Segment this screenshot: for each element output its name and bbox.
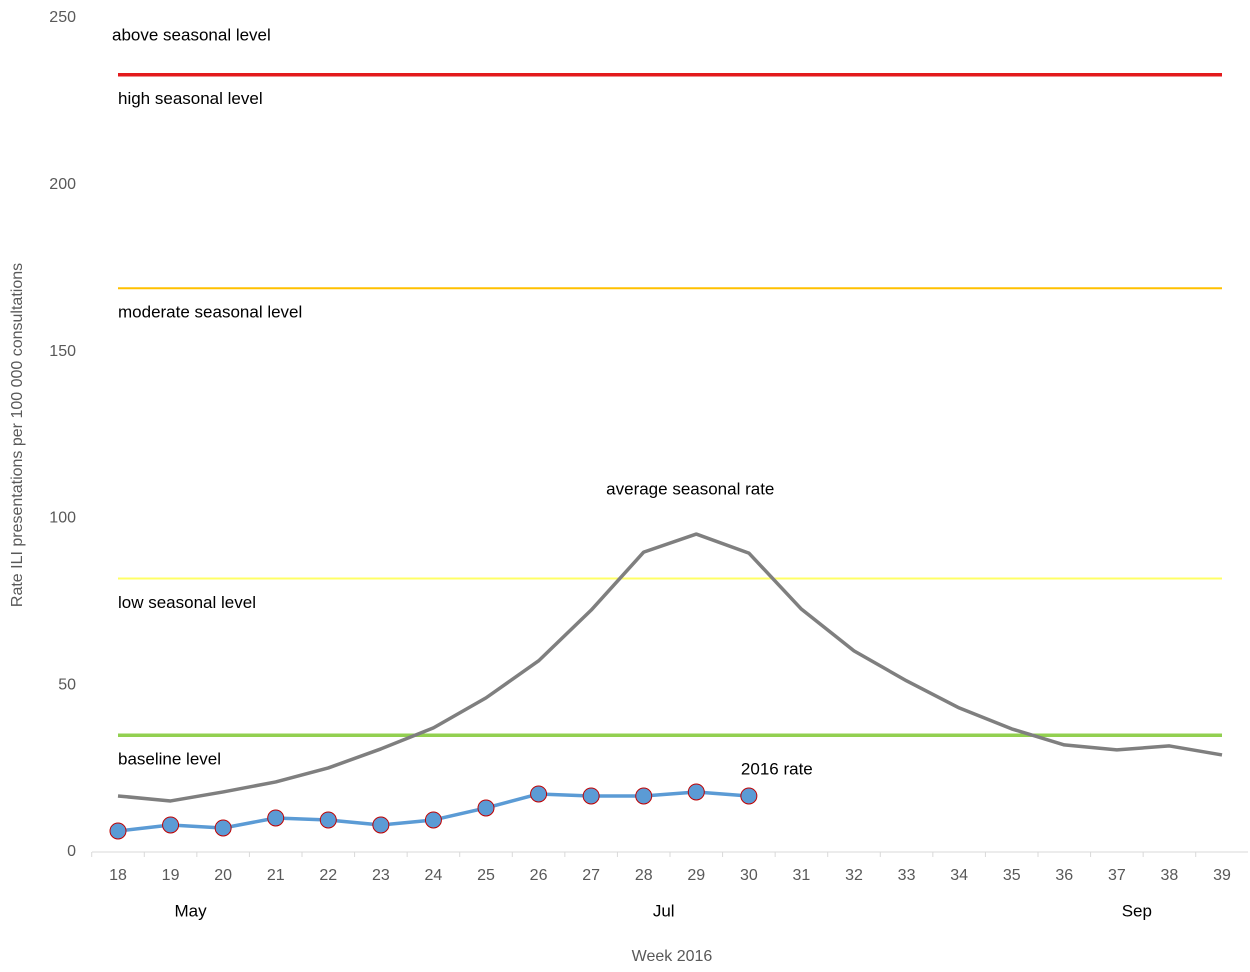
threshold-label: high seasonal level [118, 89, 263, 108]
series-marker [162, 816, 180, 834]
x-tick-label: 32 [845, 867, 863, 884]
top-label: above seasonal level [112, 25, 271, 44]
series-marker [267, 809, 285, 827]
x-tick-label: 19 [162, 867, 180, 884]
y-tick-label: 250 [49, 9, 76, 26]
series-label: average seasonal rate [606, 480, 774, 499]
x-tick-label: 24 [425, 867, 443, 884]
y-tick-label: 0 [67, 843, 76, 860]
threshold-label: baseline level [118, 750, 221, 769]
x-tick-label: 39 [1213, 867, 1231, 884]
y-axis-title: Rate ILI presentations per 100 000 consu… [9, 263, 26, 607]
y-tick-label: 100 [49, 510, 76, 527]
series-marker [477, 799, 495, 817]
y-tick-label: 200 [49, 176, 76, 193]
x-tick-label: 34 [950, 867, 968, 884]
threshold-label: moderate seasonal level [118, 303, 302, 322]
x-tick-label: 30 [740, 867, 758, 884]
y-tick-label: 150 [49, 343, 76, 360]
series-marker [582, 787, 600, 805]
x-tick-label: 26 [530, 867, 548, 884]
x-tick-label: 28 [635, 867, 653, 884]
x-tick-label: 18 [109, 867, 127, 884]
x-tick-label: 38 [1161, 867, 1179, 884]
x-tick-label: 23 [372, 867, 390, 884]
month-label: Jul [653, 901, 675, 920]
threshold-label: low seasonal level [118, 593, 256, 612]
month-label: Sep [1122, 901, 1152, 920]
series-marker [740, 787, 758, 805]
series-marker [372, 816, 390, 834]
series-marker [635, 787, 653, 805]
x-tick-label: 31 [793, 867, 811, 884]
x-tick-label: 29 [687, 867, 705, 884]
series-marker [214, 819, 232, 837]
series-marker [319, 811, 337, 829]
x-tick-label: 25 [477, 867, 495, 884]
x-tick-label: 37 [1108, 867, 1126, 884]
x-tick-label: 20 [214, 867, 232, 884]
series-line [117, 532, 1223, 803]
y-tick-label: 50 [58, 676, 76, 693]
x-tick-label: 33 [898, 867, 916, 884]
x-tick-label: 21 [267, 867, 285, 884]
x-tick-label: 36 [1055, 867, 1073, 884]
x-tick-label: 35 [1003, 867, 1021, 884]
series-marker [109, 822, 127, 840]
series-marker [530, 785, 548, 803]
month-label: May [175, 901, 208, 920]
series-marker [687, 783, 705, 801]
series-marker [424, 811, 442, 829]
series-label: 2016 rate [741, 759, 813, 778]
x-tick-label: 22 [319, 867, 337, 884]
x-tick-label: 27 [582, 867, 600, 884]
x-axis-title: Week 2016 [632, 948, 713, 965]
